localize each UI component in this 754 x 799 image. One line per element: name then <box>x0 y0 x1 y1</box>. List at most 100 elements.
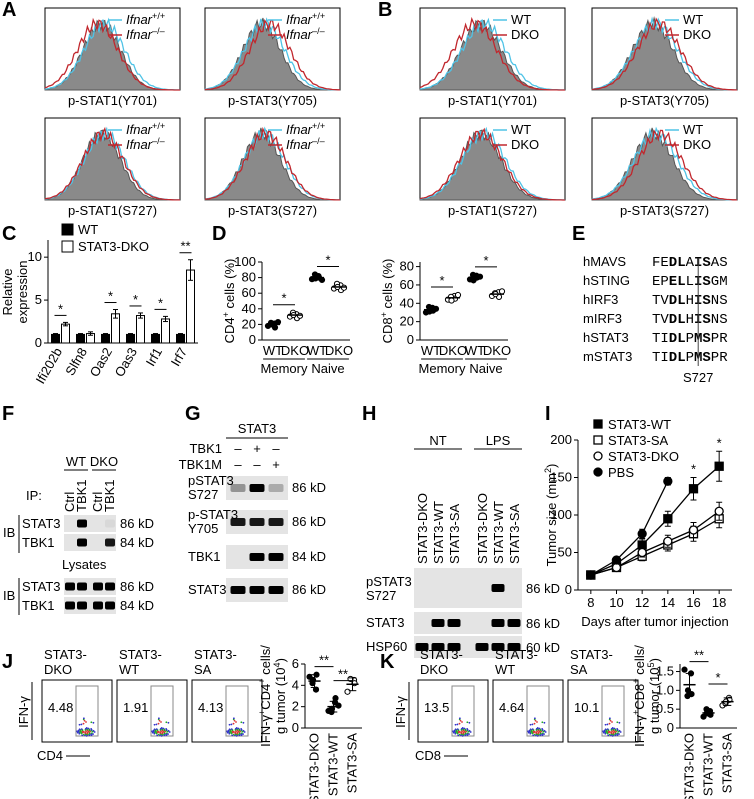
panel-letter: E <box>572 223 585 245</box>
kd-label: 86 kD <box>292 514 326 529</box>
flow-event <box>460 734 462 737</box>
y-axis-label: IFN-γ+CD8+ cells/ <box>631 645 647 747</box>
flow-event <box>151 730 154 733</box>
legend-label: WT <box>511 122 531 137</box>
data-point <box>498 288 506 295</box>
flow-event <box>230 728 233 731</box>
flow-event <box>461 727 464 729</box>
flow-event <box>531 723 534 726</box>
flow-event <box>464 734 467 737</box>
blot-band <box>105 582 115 591</box>
text-part: CD8 <box>632 684 647 710</box>
flow-event <box>240 721 243 724</box>
text-part: + <box>631 678 641 683</box>
flow-event <box>459 719 462 722</box>
flow-event <box>85 727 88 729</box>
axis-label: p-STAT1(Y701) <box>68 93 157 108</box>
text-part: WT <box>511 12 531 27</box>
x-tick-label: DKO <box>325 343 353 358</box>
sample-label: WT <box>495 662 515 677</box>
flow-event <box>541 727 544 730</box>
legend-marker <box>593 451 603 461</box>
blot-band <box>65 601 75 610</box>
flow-event <box>536 727 539 729</box>
axis-label: p-STAT3(Y705) <box>228 93 317 108</box>
text-part: –/– <box>152 26 166 36</box>
data-point <box>611 555 622 565</box>
flow-event <box>153 723 156 726</box>
legend-label: Ifnar–/– <box>126 26 166 42</box>
blot-background <box>64 515 116 532</box>
significance-label: ** <box>694 648 704 663</box>
text-part: Ifnar <box>126 27 153 42</box>
gate-percentage: 4.48 <box>48 700 73 715</box>
legend-label: Ifnar–/– <box>126 136 166 152</box>
flow-event <box>616 721 619 724</box>
histogram-line <box>591 129 738 201</box>
flow-event <box>608 722 611 725</box>
y-tick-label: 0 <box>667 720 674 735</box>
lane-label: Ctrl <box>62 492 77 512</box>
blot-label: TBK1 <box>22 535 55 550</box>
y-tick-label: 80 <box>400 259 414 274</box>
sequence-segment: TV <box>652 293 669 309</box>
text-part: ) <box>273 658 288 662</box>
flow-event <box>236 732 239 735</box>
legend-label: DKO <box>511 27 539 42</box>
sample-label: DKO <box>420 662 448 677</box>
data-point <box>448 297 455 304</box>
x-tick-label: STAT3-SA <box>720 733 735 794</box>
blot-band <box>415 643 429 651</box>
blot-background <box>414 568 522 608</box>
bar <box>61 323 70 344</box>
sequence-segment: A <box>686 255 695 271</box>
flow-event <box>86 728 89 731</box>
x-tick-label: 12 <box>635 595 649 610</box>
text-part: + <box>379 312 389 317</box>
flow-event <box>616 734 619 737</box>
flow-event <box>235 727 238 729</box>
gate-percentage: 1.91 <box>123 700 148 715</box>
flow-event <box>454 732 457 735</box>
text-part: Ifnar <box>126 122 153 137</box>
lane-label: STAT3-SA <box>447 503 462 564</box>
flow-event <box>612 732 615 735</box>
sample-label: SA <box>570 662 588 677</box>
text-part: CD4 <box>258 684 273 710</box>
histogram-line <box>204 126 340 201</box>
x-tick-label: Irf7 <box>168 345 190 369</box>
flow-event <box>463 727 466 730</box>
group-label: Naive <box>311 361 344 376</box>
blot-band <box>77 538 87 547</box>
flow-event <box>84 734 86 737</box>
x-tick-label: 16 <box>686 595 700 610</box>
sequence-segment: P <box>686 350 694 366</box>
axis-label: CD4 <box>37 748 63 763</box>
significance-label: * <box>691 462 696 477</box>
data-point <box>714 461 724 471</box>
sample-label: STAT3- <box>495 647 538 662</box>
y-tick-label: 5 <box>35 292 42 307</box>
y-tick-label: 0 <box>35 335 42 350</box>
text-part: Ifnar <box>126 12 153 27</box>
flow-event <box>232 717 235 720</box>
data-point <box>296 312 304 319</box>
flow-event <box>532 734 535 737</box>
flow-event <box>606 732 609 735</box>
blot-background <box>64 534 116 551</box>
blot-band <box>77 582 87 591</box>
sample-label: STAT3- <box>119 647 162 662</box>
flow-event <box>468 721 471 724</box>
x-tick-label: Ifi202b <box>33 345 66 386</box>
flow-event <box>167 729 170 732</box>
group-label: Naive <box>469 361 502 376</box>
sequence-segment: L <box>686 274 694 290</box>
condition-label: TBK1 <box>189 441 222 456</box>
gate-percentage: 13.5 <box>424 700 449 715</box>
text-part: IFN-γ <box>258 715 273 747</box>
y-tick-label: 60 <box>242 285 256 300</box>
significance-label: * <box>717 435 722 450</box>
sequence-segment: DL <box>669 331 686 347</box>
kd-label: 86 kD <box>120 516 154 531</box>
legend-label: STAT3-WT <box>608 417 671 432</box>
